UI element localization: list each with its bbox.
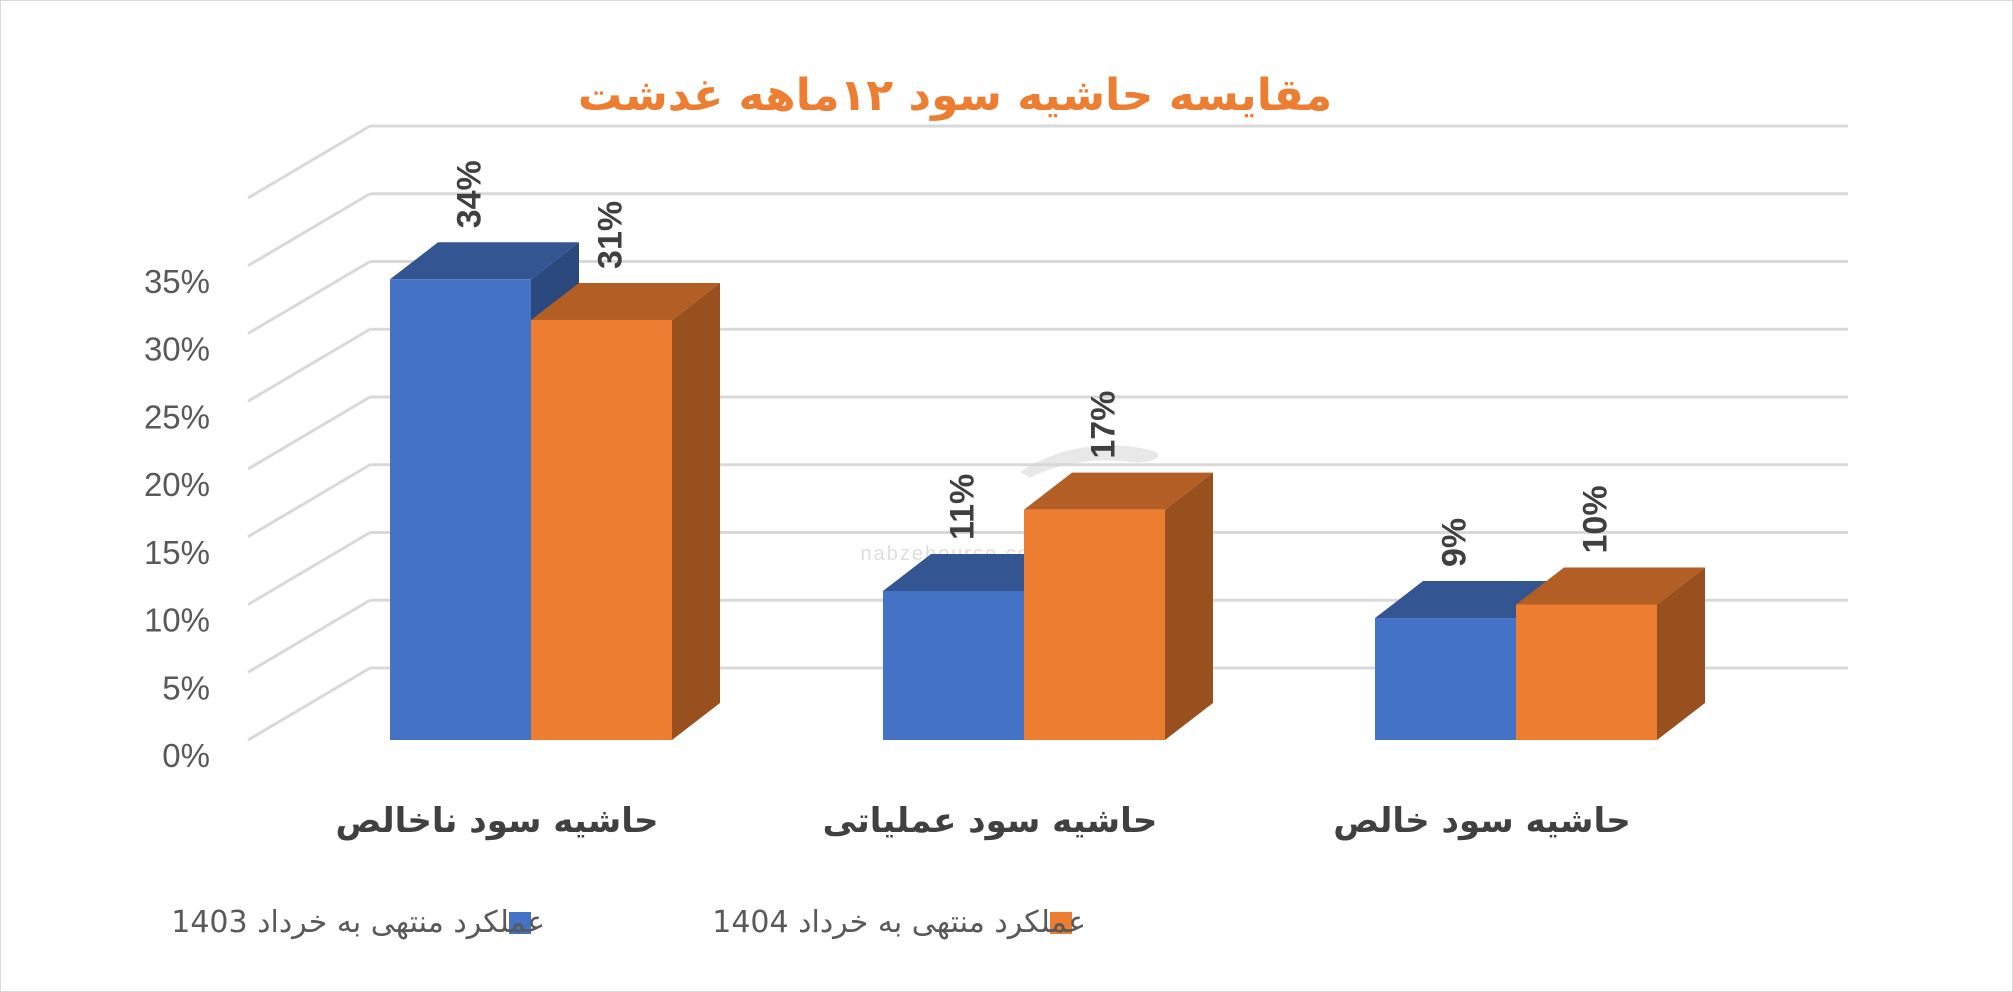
data-label: 10% [1577, 485, 1615, 553]
gridline [247, 192, 1848, 268]
bar [1516, 567, 1705, 740]
category-label-gross: حاشیه سود ناخالص [335, 801, 658, 841]
data-label: 17% [1085, 391, 1123, 459]
y-axis-ticks: 0% 5% 10% 15% 20% 25% 30% 35% [144, 263, 210, 774]
legend-label-1403: عملکرد منتهی به خرداد 1403 [171, 905, 545, 940]
bar [531, 282, 720, 740]
y-tick-label: 30% [144, 331, 210, 368]
category-label-net: حاشیه سود خالص [1333, 801, 1631, 841]
legend-label-1404: عملکرد منتهی به خرداد 1404 [712, 905, 1086, 940]
data-label: 34% [451, 160, 489, 228]
y-tick-label: 35% [144, 263, 210, 300]
y-tick-label: 10% [144, 602, 210, 639]
bars [390, 242, 1705, 741]
data-label: 9% [1436, 518, 1474, 567]
data-label: 31% [592, 201, 630, 269]
y-tick-label: 5% [162, 669, 210, 706]
chart-title: مقایسه حاشیه سود ۱۲ماهه غدشت [578, 70, 1332, 121]
legend-swatch-1404 [1050, 912, 1072, 934]
y-tick-label: 25% [144, 398, 210, 435]
legend-swatch-1403 [509, 912, 531, 934]
data-label: 11% [944, 474, 982, 540]
y-tick-label: 20% [144, 466, 210, 503]
data-labels: 34% 31% 11% 17% 9% 10% [451, 160, 1615, 567]
category-label-operating: حاشیه سود عملیاتی [823, 801, 1158, 841]
gridline [247, 260, 1848, 335]
legend: عملکرد منتهی به خرداد 1403 عملکرد منتهی … [171, 905, 1086, 940]
y-tick-label: 0% [162, 737, 210, 774]
gridline [247, 124, 1848, 200]
bar [1024, 472, 1213, 740]
y-tick-label: 15% [144, 534, 210, 571]
